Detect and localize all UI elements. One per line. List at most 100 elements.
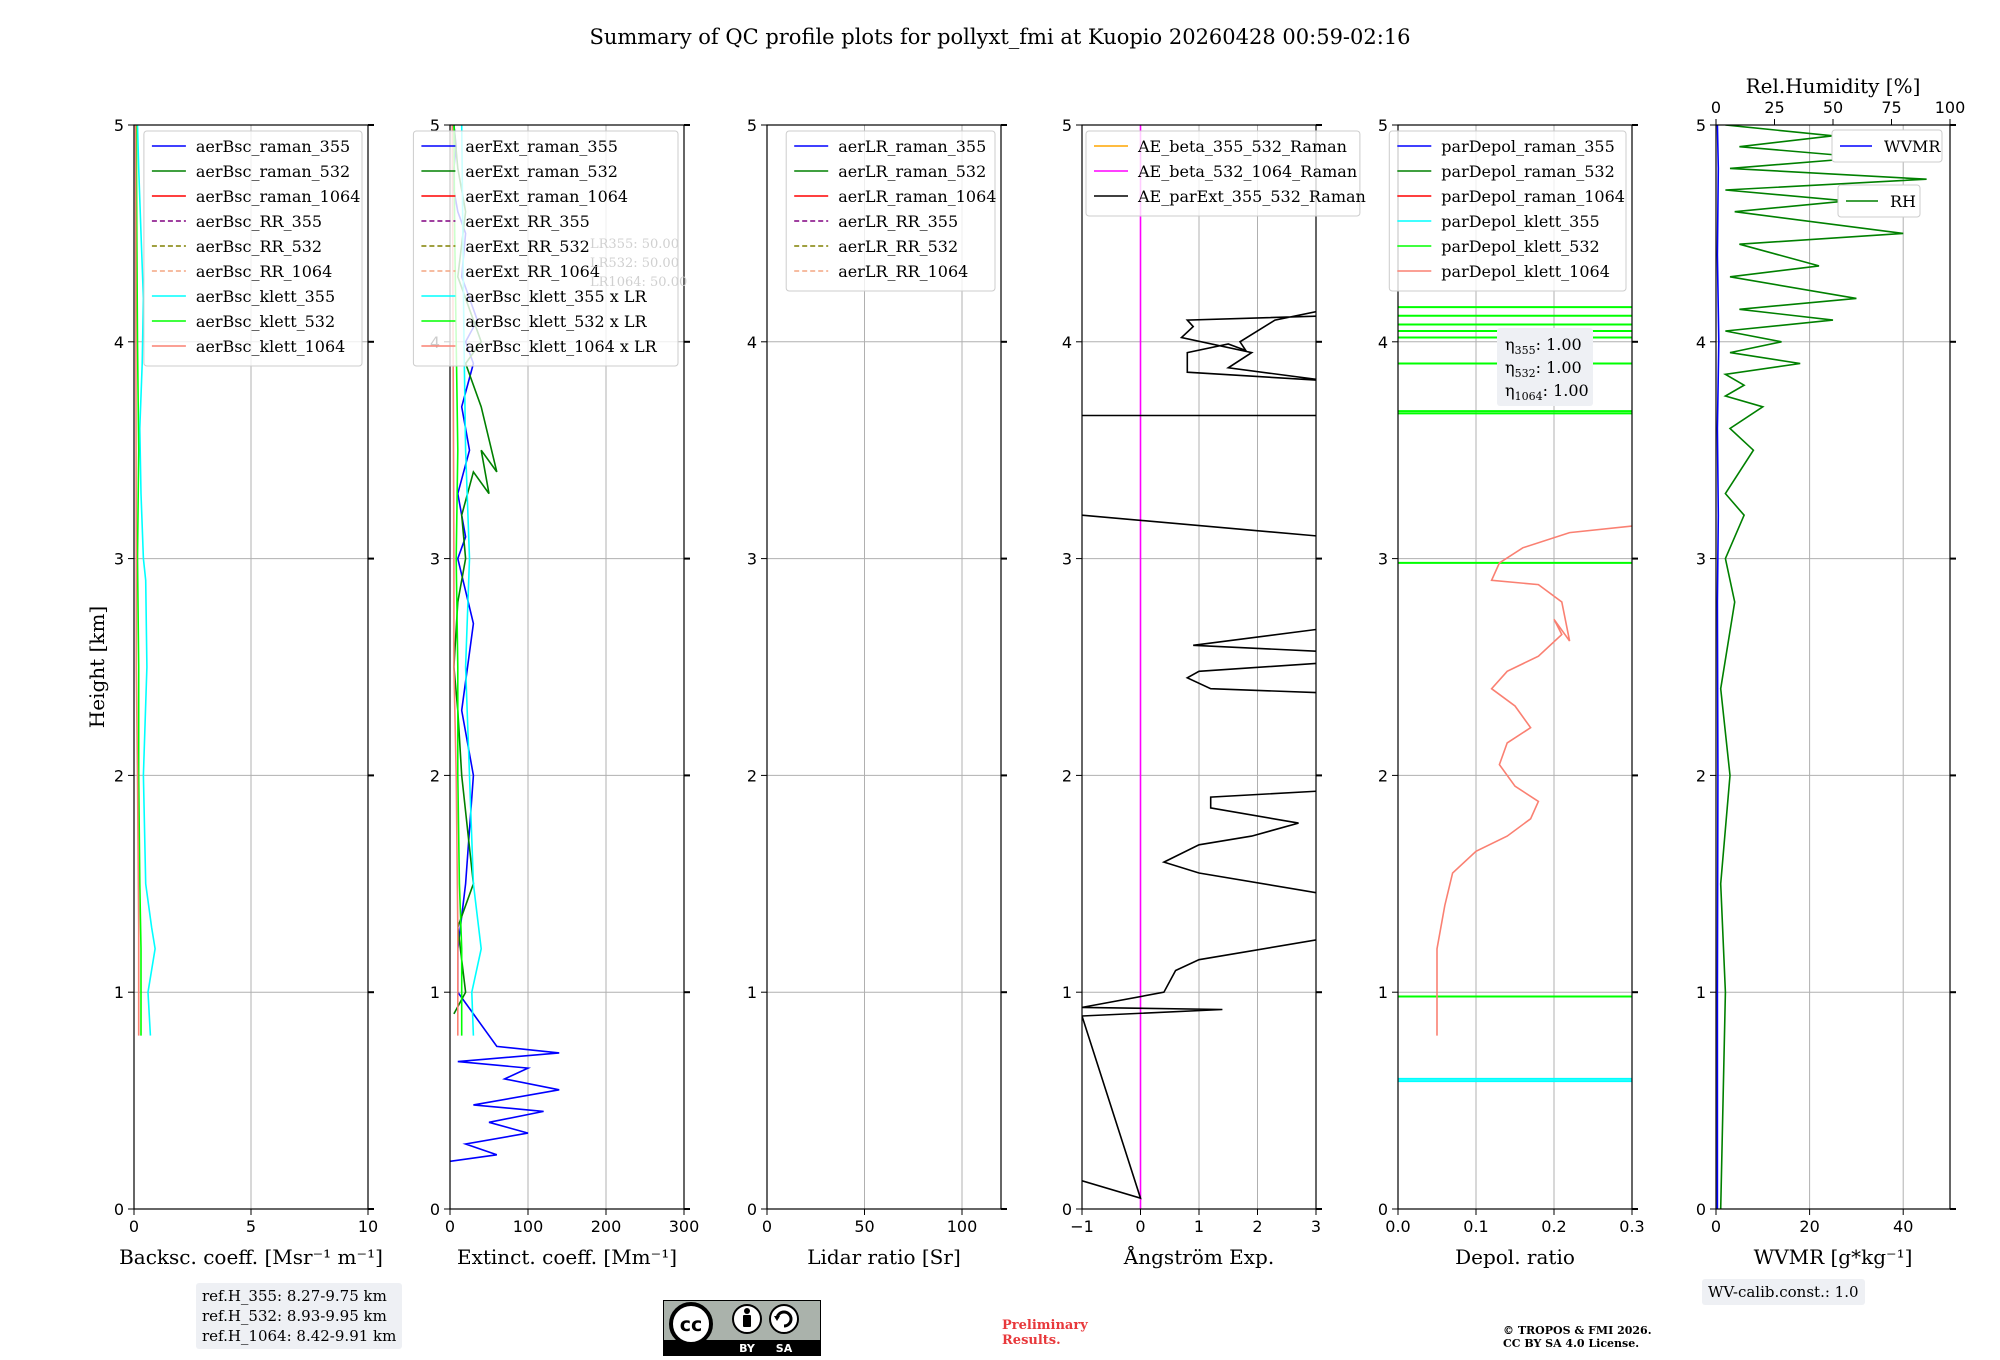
copyright-note: © TROPOS & FMI 2026. CC BY SA 4.0 Licens… (1503, 1324, 1652, 1350)
legend-label: aerBsc_raman_1064 (196, 187, 361, 206)
legend-label: parDepol_raman_532 (1441, 162, 1614, 181)
x-tick-label: 10 (358, 1217, 378, 1236)
legend-label: aerBsc_klett_1064 x LR (465, 337, 657, 356)
legend-label: parDepol_raman_355 (1441, 137, 1614, 156)
legend: aerExt_raman_355 aerExt_raman_532 aerExt_r… (412, 130, 679, 367)
x-tick-label: 20 (1799, 1217, 1819, 1236)
x-tick-label: 0 (1711, 1217, 1721, 1236)
y-tick-label: 4 (1378, 333, 1388, 352)
y-tick-label: 4 (747, 333, 757, 352)
eta-value: η1064: 1.00 (1505, 381, 1589, 403)
axes-frame (449, 124, 685, 1210)
legend-label: aerBsc_klett_532 (196, 312, 335, 331)
x-tick-label: 100 (513, 1217, 544, 1236)
figure-title: Summary of QC profile plots for pollyxt_… (589, 25, 1410, 49)
plot-area (1716, 125, 1927, 1209)
lidar-ratio-annotation: LR1064: 50.00 (590, 275, 687, 290)
legend-label: aerExt_raman_1064 (465, 187, 628, 206)
x-tick-label: 0 (762, 1217, 772, 1236)
legend-label: aerBsc_raman_532 (196, 162, 350, 181)
eta-value: η532: 1.00 (1505, 358, 1582, 380)
legend-frame (1085, 130, 1361, 217)
legend-label: aerBsc_RR_355 (196, 212, 322, 231)
wv-calibration-box: WV-calib.const.: 1.0 (1702, 1279, 1865, 1305)
legend: aerBsc_raman_355 aerBsc_raman_532 aerBsc_r… (143, 130, 363, 367)
y-tick-label: 3 (1062, 550, 1072, 569)
series-RH (1719, 125, 1927, 1209)
x-tick-label: 5 (246, 1217, 256, 1236)
legend-label: AE_parExt_355_532_Raman (1137, 187, 1366, 206)
y-tick-label: 3 (1696, 550, 1706, 569)
x-tick-label: 0 (445, 1217, 455, 1236)
legend-label: WVMR (1884, 137, 1941, 156)
legend-frame (143, 130, 363, 367)
eta-value: η355: 1.00 (1505, 335, 1582, 357)
x-tick-label: 2 (1252, 1217, 1262, 1236)
legend-wvmr: WVMR (1831, 129, 1943, 163)
y-tick-label: 1 (1062, 983, 1072, 1002)
preliminary-results-note: Preliminary Results. (1002, 1318, 1088, 1348)
x-tick-label: 40 (1893, 1217, 1913, 1236)
x-axis-label: Depol. ratio (1455, 1245, 1575, 1269)
y-tick-label: 5 (1696, 116, 1706, 135)
top-x-tick-label: 75 (1881, 98, 1901, 117)
plot-area (1398, 306, 1632, 1083)
y-tick-label: 3 (430, 550, 440, 569)
legend-frame (412, 130, 679, 367)
ref-height-1064: ref.H_1064: 8.42-9.91 km (202, 1327, 397, 1345)
legend: parDepol_raman_355 parDepol_raman_532 parD… (1388, 130, 1627, 292)
x-axis-label: Ångström Exp. (1123, 1244, 1274, 1269)
subplot-depol: 0.0 0.1 0.2 0.3 0 1 2 3 4 5 Depol. ratio parDepol_r… (1378, 116, 1645, 1269)
x-axis-label: Backsc. coeff. [Msr⁻¹ m⁻¹] (119, 1245, 383, 1269)
y-tick-label: 3 (114, 550, 124, 569)
legend-label: parDepol_klett_355 (1441, 212, 1599, 231)
legend: aerLR_raman_355 aerLR_raman_532 aerLR_rama… (785, 130, 996, 292)
y-tick-label: 4 (114, 333, 124, 352)
y-tick-label: 2 (747, 766, 757, 785)
ref-height-355: ref.H_355: 8.27-9.75 km (202, 1287, 387, 1305)
axes-frame (1715, 124, 1951, 1210)
sa-label: SA (776, 1342, 793, 1355)
y-tick-label: 5 (1062, 116, 1072, 135)
legend-label: aerBsc_RR_1064 (196, 262, 332, 281)
legend-label: aerBsc_klett_532 x LR (465, 312, 647, 331)
x-tick-label: 1 (1194, 1217, 1204, 1236)
legend-label: aerExt_raman_532 (465, 162, 618, 181)
sa-share-alike-icon (769, 1304, 799, 1334)
series-WVMR (1716, 125, 1720, 1209)
top-x-tick-label: 50 (1823, 98, 1843, 117)
x-axis-label: Lidar ratio [Sr] (807, 1245, 961, 1269)
legend-label: aerLR_RR_532 (838, 237, 958, 256)
top-x-tick-label: 25 (1764, 98, 1784, 117)
series-aerBsc_klett_1064 (134, 125, 140, 1036)
legend-label: aerExt_RR_355 (465, 212, 589, 231)
y-tick-label: 2 (430, 766, 440, 785)
plot-area (134, 125, 156, 1036)
y-tick-label: 5 (747, 116, 757, 135)
y-tick-label: 0 (747, 1200, 757, 1219)
legend-label: aerExt_RR_1064 (465, 262, 600, 281)
legend-label: aerBsc_klett_355 x LR (465, 287, 647, 306)
y-tick-label: 5 (1378, 116, 1388, 135)
lidar-ratio-annotation: LR355: 50.00 (590, 237, 679, 252)
x-tick-label: 200 (591, 1217, 622, 1236)
legend-label: aerBsc_raman_355 (196, 137, 350, 156)
legend-label: AE_beta_355_532_Raman (1137, 137, 1347, 156)
x-tick-label: −1 (1070, 1217, 1094, 1236)
reference-height-box: ref.H_355: 8.27-9.75 km ref.H_532: 8.93-… (196, 1283, 403, 1349)
x-tick-label: 3 (1311, 1217, 1321, 1236)
x-tick-label: 50 (854, 1217, 874, 1236)
legend-label: parDepol_raman_1064 (1441, 187, 1625, 206)
legend-label: aerLR_raman_532 (838, 162, 986, 181)
legend-rh: RH (1837, 184, 1921, 218)
y-tick-label: 1 (114, 983, 124, 1002)
axes-frame (1397, 124, 1633, 1210)
eta-box-bg (1497, 328, 1593, 406)
y-tick-label: 0 (430, 1200, 440, 1219)
legend-label: aerBsc_klett_355 (196, 287, 335, 306)
x-tick-label: 0 (129, 1217, 139, 1236)
legend-frame (1837, 184, 1921, 218)
